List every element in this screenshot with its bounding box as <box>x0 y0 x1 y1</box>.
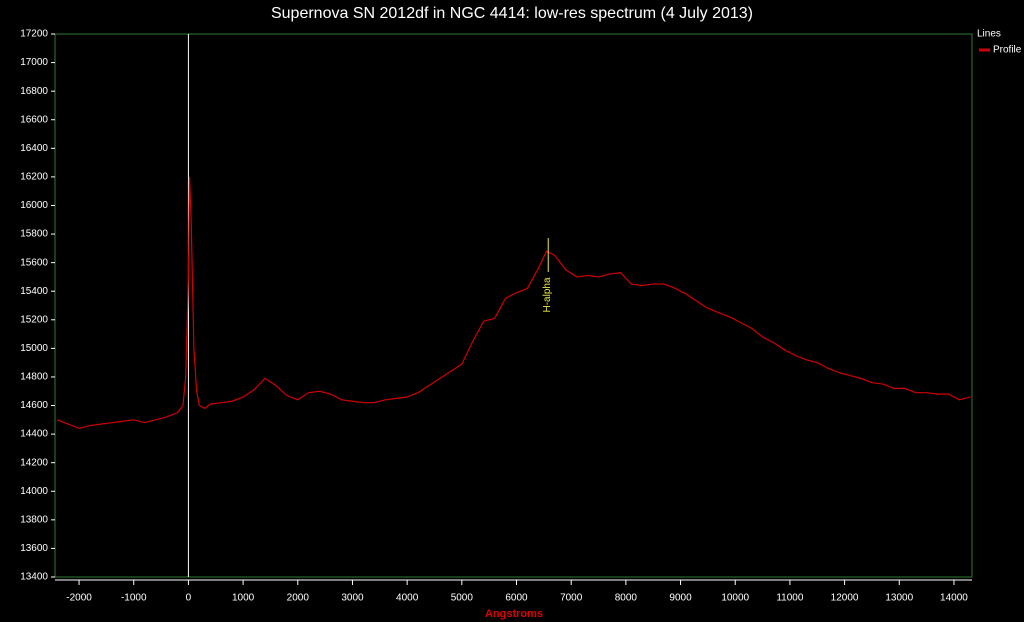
annotation-label: H-alpha <box>542 277 553 312</box>
x-tick-label: 7000 <box>560 593 583 604</box>
y-tick-label: 15600 <box>20 257 48 268</box>
legend-title: Lines <box>977 29 1001 40</box>
x-tick-label: -1000 <box>121 593 147 604</box>
x-tick-label: 3000 <box>341 593 364 604</box>
x-tick-label: 14000 <box>940 593 968 604</box>
x-axis-label: Angstroms <box>485 608 543 620</box>
y-tick-label: 14200 <box>20 457 48 468</box>
y-tick-label: 15000 <box>20 343 48 354</box>
y-tick-label: 16200 <box>20 172 48 183</box>
x-tick-label: 0 <box>186 593 192 604</box>
plot-frame <box>54 33 973 578</box>
y-tick-label: 14000 <box>20 486 48 497</box>
y-tick-label: 17000 <box>20 57 48 68</box>
x-tick-label: 2000 <box>287 593 310 604</box>
y-tick-label: 14800 <box>20 372 48 383</box>
y-tick-label: 16600 <box>20 114 48 125</box>
y-tick-label: 14400 <box>20 429 48 440</box>
x-tick-label: 10000 <box>721 593 749 604</box>
x-tick-label: 12000 <box>831 593 859 604</box>
x-tick-label: 4000 <box>396 593 419 604</box>
x-tick-label: 13000 <box>885 593 913 604</box>
y-tick-label: 15200 <box>20 314 48 325</box>
legend-label: Profile <box>993 45 1022 56</box>
x-tick-label: 11000 <box>776 593 804 604</box>
y-tick-label: 16800 <box>20 86 48 97</box>
chart-title: Supernova SN 2012df in NGC 4414: low-res… <box>271 5 753 22</box>
x-tick-label: 5000 <box>451 593 474 604</box>
spectrum-line <box>56 176 971 430</box>
y-tick-label: 15400 <box>20 286 48 297</box>
x-tick-label: -2000 <box>66 593 92 604</box>
y-tick-label: 14600 <box>20 400 48 411</box>
x-tick-label: 1000 <box>232 593 255 604</box>
x-tick-label: 6000 <box>505 593 528 604</box>
y-tick-label: 17200 <box>20 29 48 40</box>
y-tick-label: 13600 <box>20 543 48 554</box>
y-tick-label: 15800 <box>20 229 48 240</box>
y-tick-label: 16000 <box>20 200 48 211</box>
y-tick-label: 13800 <box>20 514 48 525</box>
x-tick-label: 9000 <box>669 593 692 604</box>
y-tick-label: 13400 <box>20 572 48 583</box>
x-tick-label: 8000 <box>615 593 638 604</box>
y-tick-label: 16400 <box>20 143 48 154</box>
